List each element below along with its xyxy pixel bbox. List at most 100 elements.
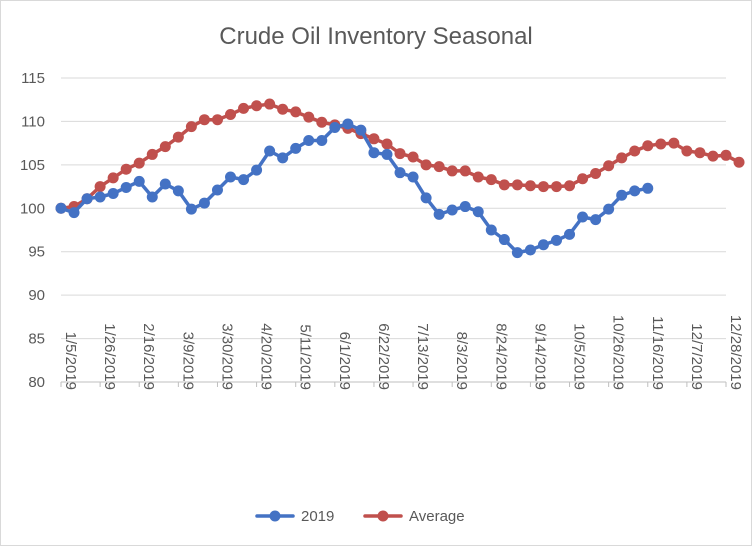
- data-point-average: [681, 145, 693, 157]
- data-point-2019: [211, 184, 223, 196]
- y-tick-label: 85: [28, 331, 45, 348]
- series-group: [55, 98, 745, 259]
- legend-marker-average: [377, 510, 389, 522]
- x-tick-label: 3/9/2019: [179, 332, 196, 390]
- data-point-2019: [446, 204, 458, 216]
- legend-entry-average: Average: [363, 508, 465, 525]
- data-point-2019: [433, 208, 445, 220]
- data-point-average: [707, 150, 719, 162]
- data-point-average: [720, 149, 732, 161]
- x-tick-label: 4/20/2019: [258, 323, 275, 390]
- legend-label-average: Average: [409, 508, 465, 525]
- y-tick-label: 100: [20, 200, 45, 217]
- data-point-average: [251, 100, 263, 112]
- data-point-average: [472, 171, 484, 183]
- data-point-average: [485, 174, 497, 186]
- chart-title: Crude Oil Inventory Seasonal: [219, 23, 533, 50]
- x-tick-label: 10/26/2019: [610, 315, 627, 390]
- data-point-2019: [524, 244, 536, 256]
- legend: 2019 Average: [255, 508, 465, 525]
- data-point-2019: [485, 224, 497, 236]
- data-point-2019: [94, 191, 106, 203]
- x-tick-label: 5/11/2019: [297, 324, 314, 390]
- data-point-2019: [277, 152, 289, 164]
- data-point-average: [407, 151, 419, 163]
- data-point-2019: [550, 234, 562, 246]
- data-point-average: [211, 114, 223, 126]
- y-tick-label: 110: [21, 113, 45, 130]
- data-point-average: [238, 102, 250, 114]
- data-point-average: [120, 163, 132, 175]
- data-point-average: [420, 159, 432, 171]
- x-tick-label: 6/1/2019: [336, 332, 353, 390]
- data-point-2019: [68, 207, 80, 219]
- x-tick-label: 1/26/2019: [101, 323, 118, 390]
- data-point-2019: [381, 148, 393, 160]
- data-point-2019: [407, 171, 419, 183]
- x-tick-label: 8/3/2019: [453, 332, 470, 390]
- data-point-average: [107, 172, 119, 184]
- data-point-average: [577, 173, 589, 185]
- data-point-2019: [537, 239, 549, 251]
- data-point-average: [368, 133, 380, 145]
- data-point-average: [146, 148, 158, 160]
- data-point-2019: [120, 181, 132, 193]
- data-point-2019: [185, 203, 197, 215]
- y-tick-label: 115: [21, 70, 45, 87]
- data-point-2019: [342, 118, 354, 130]
- data-point-2019: [159, 178, 171, 190]
- data-point-average: [381, 138, 393, 150]
- data-point-2019: [603, 203, 615, 215]
- data-point-average: [185, 121, 197, 133]
- data-point-2019: [303, 135, 315, 147]
- x-tick-label: 12/28/2019: [727, 315, 744, 390]
- data-point-2019: [133, 175, 145, 187]
- data-point-2019: [290, 142, 302, 154]
- data-point-2019: [564, 228, 576, 240]
- data-point-2019: [394, 167, 406, 179]
- x-tick-label: 8/24/2019: [492, 323, 509, 390]
- data-point-2019: [642, 182, 654, 194]
- data-point-average: [172, 131, 184, 143]
- data-point-2019: [511, 247, 523, 259]
- data-point-average: [524, 180, 536, 192]
- x-tick-label: 6/22/2019: [375, 323, 392, 390]
- data-point-2019: [577, 211, 589, 223]
- data-point-2019: [629, 185, 641, 197]
- data-point-average: [94, 181, 106, 193]
- data-point-average: [264, 98, 276, 110]
- data-point-2019: [616, 189, 628, 201]
- data-point-2019: [420, 192, 432, 204]
- data-point-average: [642, 140, 654, 152]
- data-point-2019: [472, 206, 484, 218]
- data-point-average: [629, 145, 641, 157]
- data-point-2019: [172, 185, 184, 197]
- data-point-average: [303, 111, 315, 123]
- data-point-2019: [355, 124, 367, 136]
- x-tick-label: 7/13/2019: [414, 323, 431, 390]
- data-point-average: [225, 108, 237, 120]
- data-point-average: [446, 165, 458, 177]
- data-point-2019: [590, 214, 602, 226]
- x-tick-label: 10/5/2019: [571, 323, 588, 390]
- x-tick-label: 3/30/2019: [218, 323, 235, 390]
- series-2019: [55, 118, 654, 259]
- data-point-average: [159, 141, 171, 153]
- data-point-average: [277, 103, 289, 115]
- data-point-average: [616, 152, 628, 164]
- y-tick-label: 95: [28, 244, 45, 261]
- data-point-2019: [251, 164, 263, 176]
- data-point-2019: [146, 191, 158, 203]
- x-tick-label: 1/5/2019: [62, 332, 79, 390]
- data-point-average: [694, 147, 706, 159]
- legend-marker-2019: [269, 510, 281, 522]
- data-point-average: [733, 156, 745, 168]
- data-point-2019: [55, 202, 67, 214]
- data-point-2019: [264, 145, 276, 157]
- x-tick-label: 2/16/2019: [140, 323, 157, 390]
- data-point-average: [655, 138, 667, 150]
- data-point-2019: [238, 174, 250, 186]
- data-point-average: [603, 160, 615, 172]
